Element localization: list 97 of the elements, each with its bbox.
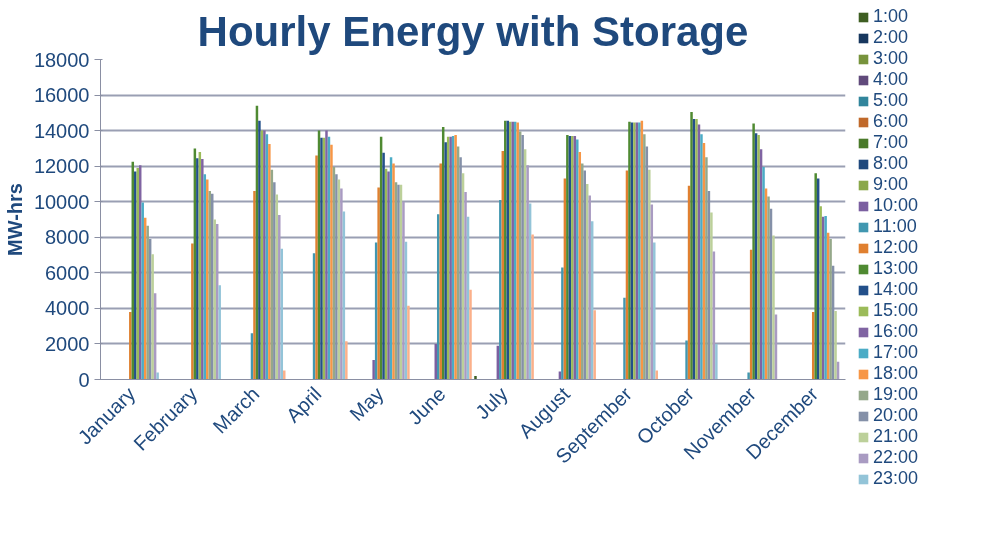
bar	[407, 305, 410, 380]
bar	[772, 235, 775, 380]
bar	[700, 134, 703, 380]
legend-label: 22:00	[873, 447, 919, 468]
bar	[576, 139, 579, 380]
bar	[814, 173, 817, 380]
bar	[196, 158, 199, 380]
legend-label: 5:00	[873, 90, 909, 111]
legend-label: 12:00	[873, 237, 919, 258]
y-tick-label: 14000	[33, 119, 90, 142]
bar	[464, 191, 467, 380]
bar	[829, 239, 832, 380]
bar	[372, 359, 375, 380]
legend-label: 17:00	[873, 342, 919, 363]
y-axis-title: MW-hrs	[3, 183, 26, 256]
bar	[156, 372, 159, 380]
bar	[439, 163, 442, 380]
bar	[283, 370, 286, 380]
bar	[253, 191, 256, 380]
bar	[191, 243, 194, 380]
bar	[643, 134, 646, 380]
legend-label: 3:00	[873, 48, 909, 69]
bar	[526, 165, 529, 380]
bar	[588, 195, 591, 380]
bar	[325, 130, 328, 380]
bar	[593, 310, 596, 380]
legend-label: 10:00	[873, 195, 919, 216]
legend-label: 6:00	[873, 111, 909, 132]
bar	[141, 202, 144, 380]
legend-label: 14:00	[873, 279, 919, 300]
bar	[690, 111, 693, 380]
bar	[213, 219, 216, 380]
legend-label: 19:00	[873, 384, 919, 405]
bar	[146, 225, 149, 380]
legend-label: 13:00	[873, 258, 919, 279]
bar	[499, 199, 502, 380]
legend-label: 21:00	[873, 426, 919, 447]
bar	[581, 163, 584, 380]
y-tick-label: 6000	[45, 261, 90, 284]
bar	[392, 163, 395, 380]
legend-label: 15:00	[873, 300, 919, 321]
legend-label: 2:00	[873, 27, 909, 48]
bar	[258, 120, 261, 380]
bar	[561, 267, 564, 380]
bar	[206, 179, 209, 380]
bar	[377, 187, 380, 380]
bar	[151, 254, 154, 380]
y-tick-label: 4000	[45, 297, 90, 320]
legend-label: 23:00	[873, 468, 919, 489]
legend-label: 9:00	[873, 174, 909, 195]
bar	[218, 285, 221, 380]
bar	[268, 143, 271, 380]
legend-label: 16:00	[873, 321, 919, 342]
legend-label: 20:00	[873, 405, 919, 426]
bar	[653, 242, 656, 380]
y-tick-label: 18000	[33, 48, 90, 71]
x-tick-label: May	[345, 382, 388, 425]
legend-label: 18:00	[873, 363, 919, 384]
chart-title: Hourly Energy with Storage	[197, 7, 749, 55]
y-tick-label: 16000	[33, 84, 90, 107]
bar	[623, 297, 626, 380]
legend-label: 7:00	[873, 132, 909, 153]
bar	[469, 289, 472, 380]
bar	[129, 311, 132, 380]
y-tick-label: 0	[78, 368, 90, 391]
bar	[819, 206, 822, 380]
x-tick-label: July	[471, 382, 512, 424]
y-tick-label: 12000	[33, 155, 90, 178]
bar	[648, 169, 651, 380]
bar	[201, 159, 204, 380]
y-tick-label: 8000	[45, 226, 90, 249]
bar	[834, 311, 837, 380]
bar	[474, 375, 477, 380]
bar	[715, 343, 718, 380]
legend-label: 1:00	[873, 6, 909, 27]
y-tick-label: 10000	[33, 190, 90, 213]
y-tick-label: 2000	[45, 332, 90, 355]
bar	[747, 372, 750, 380]
bar	[444, 142, 447, 380]
bar	[340, 188, 343, 380]
bar	[402, 201, 405, 380]
bar	[315, 155, 318, 380]
bar	[345, 341, 348, 380]
bar	[278, 215, 281, 380]
legend-label: 11:00	[873, 216, 917, 237]
bar	[752, 123, 755, 380]
bar	[705, 157, 708, 380]
bar	[330, 144, 333, 380]
legend-label: 4:00	[873, 69, 909, 90]
bar	[767, 196, 770, 380]
bar	[685, 340, 688, 380]
bar	[382, 152, 385, 380]
legend-label: 8:00	[873, 153, 909, 174]
bar	[710, 212, 713, 380]
bar	[134, 171, 137, 380]
bar	[531, 234, 534, 380]
bar	[762, 167, 765, 380]
